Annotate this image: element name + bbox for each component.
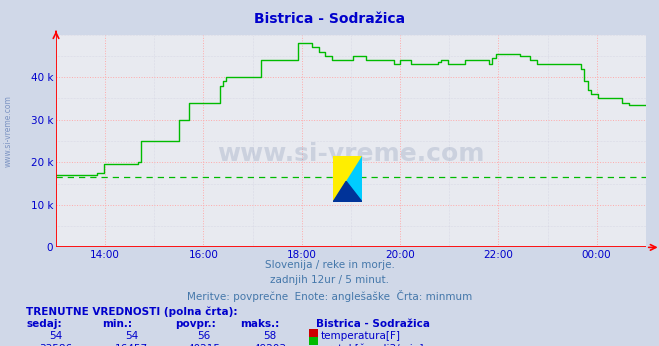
Text: Meritve: povprečne  Enote: anglešaške  Črta: minmum: Meritve: povprečne Enote: anglešaške Črt…: [187, 290, 472, 302]
Text: zadnjih 12ur / 5 minut.: zadnjih 12ur / 5 minut.: [270, 275, 389, 285]
Text: 54: 54: [49, 331, 63, 342]
Text: www.si-vreme.com: www.si-vreme.com: [217, 142, 484, 166]
Polygon shape: [333, 156, 362, 202]
Text: 49203: 49203: [254, 344, 287, 346]
Text: 40215: 40215: [188, 344, 221, 346]
Polygon shape: [333, 181, 362, 202]
Text: Bistrica - Sodražica: Bistrica - Sodražica: [254, 12, 405, 26]
Text: www.si-vreme.com: www.si-vreme.com: [3, 95, 13, 167]
Text: 56: 56: [198, 331, 211, 342]
Text: Slovenija / reke in morje.: Slovenija / reke in morje.: [264, 260, 395, 270]
Text: TRENUTNE VREDNOSTI (polna črta):: TRENUTNE VREDNOSTI (polna črta):: [26, 306, 238, 317]
Text: min.:: min.:: [102, 319, 132, 329]
Text: temperatura[F]: temperatura[F]: [321, 331, 401, 342]
Polygon shape: [333, 156, 362, 202]
Text: sedaj:: sedaj:: [26, 319, 62, 329]
Text: maks.:: maks.:: [241, 319, 280, 329]
Text: Bistrica - Sodražica: Bistrica - Sodražica: [316, 319, 430, 329]
Text: 58: 58: [264, 331, 277, 342]
Text: pretok[čevelj3/min]: pretok[čevelj3/min]: [321, 344, 424, 346]
Text: 33586: 33586: [40, 344, 72, 346]
Text: povpr.:: povpr.:: [175, 319, 215, 329]
Text: 54: 54: [125, 331, 138, 342]
Text: 16457: 16457: [115, 344, 148, 346]
